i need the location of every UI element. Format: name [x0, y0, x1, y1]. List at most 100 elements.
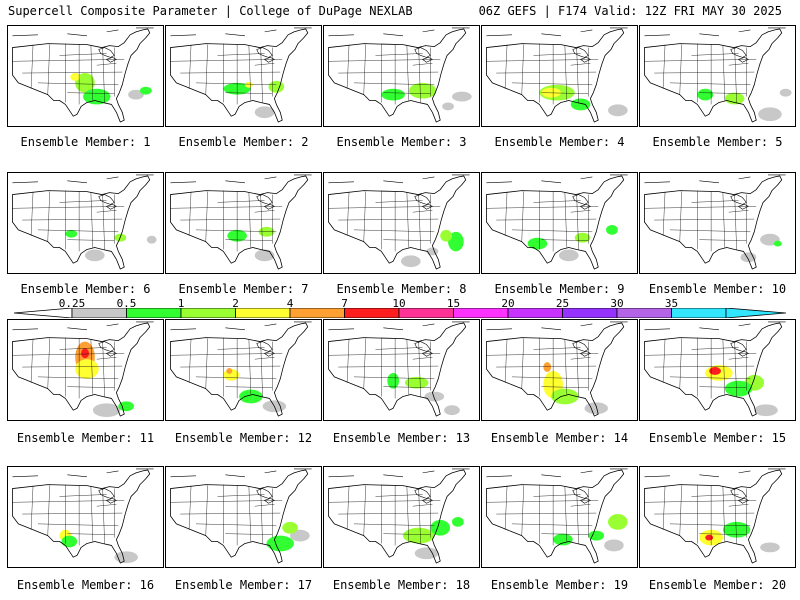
- parameter-contour-fill: [442, 102, 454, 111]
- state-border: [260, 194, 263, 250]
- great-lakes-outline: [414, 341, 433, 357]
- state-border: [669, 82, 751, 86]
- state-border: [533, 494, 581, 497]
- state-border: [722, 45, 726, 101]
- ensemble-member-map: [323, 319, 480, 421]
- map-canvas: [644, 27, 792, 123]
- parameter-contour-fill: [584, 402, 609, 415]
- state-border: [375, 200, 423, 203]
- state-border: [12, 206, 125, 209]
- state-border: [217, 200, 265, 203]
- state-border: [564, 192, 568, 248]
- state-border: [67, 386, 115, 388]
- state-border: [225, 386, 273, 388]
- state-border: [383, 533, 431, 535]
- parameter-contour-fill: [444, 405, 460, 416]
- state-border: [412, 504, 433, 507]
- ensemble-member-map: [481, 319, 638, 421]
- ensemble-member-label: Ensemble Member: 18: [332, 578, 471, 592]
- state-border: [225, 239, 273, 241]
- us-outline: [170, 175, 309, 270]
- state-border: [533, 347, 581, 350]
- state-border: [662, 485, 666, 530]
- map-canvas: [170, 468, 312, 564]
- ensemble-member-map: [7, 466, 164, 568]
- state-border: [679, 485, 682, 536]
- parameter-contour-fill: [724, 380, 753, 397]
- state-border: [346, 338, 350, 383]
- ensemble-member-map: [165, 466, 322, 568]
- state-border: [47, 44, 50, 95]
- state-border: [406, 192, 410, 248]
- canada-border: [486, 27, 628, 37]
- state-border: [188, 191, 192, 236]
- state-border: [180, 365, 281, 368]
- us-outline: [328, 469, 467, 564]
- colorbar-tick-label: 35: [664, 297, 679, 310]
- great-lakes-outline: [98, 47, 117, 63]
- state-border: [375, 53, 423, 56]
- colorbar-segment: [344, 308, 400, 318]
- parameter-contour-fill: [75, 359, 99, 379]
- parameter-contour-fill: [541, 87, 561, 98]
- state-border: [205, 338, 208, 389]
- state-border: [96, 63, 117, 66]
- parameter-contour-fill: [740, 252, 757, 263]
- state-border: [662, 44, 666, 89]
- state-border: [248, 486, 252, 542]
- ensemble-member-map: [165, 172, 322, 274]
- parameter-contour-fill: [553, 533, 573, 546]
- great-lakes-outline: [572, 488, 591, 504]
- state-border: [576, 47, 579, 103]
- state-border: [496, 512, 597, 515]
- colorbar-segment: [671, 308, 727, 318]
- state-border: [188, 44, 192, 89]
- colorbar-tick-label: 20: [501, 297, 515, 310]
- state-border: [217, 53, 265, 56]
- state-border: [576, 488, 579, 544]
- parameter-contour-fill: [85, 249, 105, 262]
- us-outline: [486, 28, 625, 123]
- state-border: [260, 488, 263, 544]
- state-border: [30, 191, 34, 236]
- map-canvas: [328, 174, 470, 270]
- colorbar-right-arrow: [725, 308, 786, 318]
- ensemble-member-map: [639, 172, 796, 274]
- state-border: [486, 59, 599, 62]
- state-border: [338, 71, 439, 74]
- ensemble-member-label: Ensemble Member: 19: [490, 578, 629, 592]
- state-border: [504, 485, 508, 530]
- state-border: [679, 44, 682, 95]
- map-canvas: [486, 321, 628, 417]
- ensemble-member-label: Ensemble Member: 7: [178, 282, 309, 296]
- colorbar-tick-label: 15: [446, 297, 461, 310]
- state-border: [533, 200, 581, 203]
- parameter-contour-fill: [754, 404, 778, 417]
- parameter-contour-fill: [139, 86, 152, 95]
- map-canvas: [328, 321, 470, 417]
- parameter-contour-fill: [773, 240, 782, 247]
- us-outline: [486, 322, 625, 417]
- state-border: [346, 485, 350, 530]
- canada-border: [12, 174, 154, 184]
- canada-border: [12, 468, 154, 478]
- state-border: [170, 206, 283, 209]
- state-border: [59, 494, 107, 497]
- state-border: [90, 192, 94, 248]
- state-border: [504, 338, 508, 383]
- parameter-contour-fill: [705, 534, 714, 541]
- great-lakes-outline: [730, 194, 749, 210]
- canada-border: [486, 321, 628, 331]
- parameter-contour-fill: [268, 80, 285, 93]
- canada-border: [328, 174, 470, 184]
- us-outline: [170, 322, 309, 417]
- state-border: [328, 59, 441, 62]
- map-canvas: [644, 321, 786, 417]
- state-border: [248, 192, 252, 248]
- colorbar-tick-label: 2: [232, 297, 239, 310]
- state-border: [418, 194, 421, 250]
- ensemble-member-label: Ensemble Member: 3: [336, 135, 467, 149]
- state-border: [67, 92, 115, 94]
- state-border: [406, 45, 410, 101]
- canada-border: [328, 27, 470, 37]
